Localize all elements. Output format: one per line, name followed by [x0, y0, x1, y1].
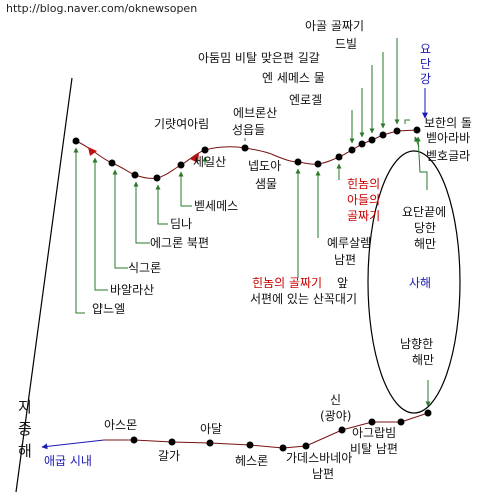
label-seilsan: 세일산 — [193, 155, 226, 169]
dead-sea-outline — [367, 150, 461, 414]
jordan-label-3: 강 — [420, 72, 431, 86]
label-hesron: 헤스론 — [235, 454, 268, 468]
label-neptoa: 넵도아 — [248, 159, 281, 173]
jordan-label-1: 요 — [420, 42, 431, 56]
label-jerusalem-south: 남편 — [334, 253, 356, 267]
label-north-bay-3: 해만 — [414, 237, 436, 251]
label-galga: 갈가 — [158, 449, 180, 463]
label-kadesh-barnea-south: 남편 — [312, 467, 334, 481]
top-boundary-line — [75, 129, 418, 179]
route-point — [314, 160, 322, 168]
route-point — [368, 136, 376, 144]
watermark-text: http://blog.naver.com/oknewsopen — [6, 2, 197, 15]
route-point — [177, 161, 185, 169]
label-ebeuronsan: 에브론산 — [233, 106, 277, 120]
route-point — [294, 158, 302, 166]
route-point — [72, 137, 80, 145]
label-yabneul: 얍느엘 — [92, 302, 125, 316]
label-bet-hogla: 벧호글라 — [426, 149, 470, 163]
route-point — [131, 171, 139, 179]
label-akrabbim: 아그랍빔 — [352, 426, 396, 440]
label-bohan-dol: 보한의 돌 — [424, 116, 472, 130]
route-point — [413, 126, 421, 134]
route-point — [246, 441, 254, 449]
jordan-label-2: 단 — [420, 57, 431, 71]
route-point — [358, 140, 366, 148]
label-akrabbim-slope: 비탈 남편 — [350, 442, 398, 456]
label-hinnom-west-suffix: 앞 — [337, 276, 348, 290]
label-bet-araba: 벧아라바 — [426, 131, 470, 145]
top-route-dots — [72, 126, 421, 182]
egypt-stream-label: 애굽 시내 — [44, 454, 92, 468]
label-betsemes: 벧세메스 — [194, 199, 238, 213]
mediterranean-label-3: 해 — [18, 442, 32, 460]
label-saemmul: 샘물 — [255, 177, 277, 191]
label-sin-wilderness: (광야) — [320, 409, 351, 423]
route-direction-marker — [190, 153, 199, 163]
label-hinnom-west-2: 서편에 있는 산꼭대기 — [250, 292, 357, 306]
route-point — [335, 153, 343, 161]
route-point — [302, 442, 310, 450]
label-hinnom-3: 골짜기 — [347, 209, 380, 223]
label-north-bay-2: 당한 — [414, 221, 436, 235]
route-point — [368, 418, 376, 426]
label-seongeupdeul: 성읍들 — [232, 123, 265, 137]
label-akor: 아골 골짜기 — [305, 19, 364, 33]
route-point — [108, 159, 116, 167]
label-south-bay-1: 남향한 — [400, 337, 433, 351]
route-point — [168, 438, 176, 446]
route-point — [424, 409, 432, 417]
route-direction-marker — [88, 147, 97, 156]
label-sikeuron: 식그론 — [128, 261, 161, 275]
route-point — [279, 444, 287, 452]
label-giryat-yearim: 기럇여아림 — [154, 117, 209, 131]
mediterranean-label-2: 중 — [18, 420, 32, 438]
label-hinnom-1: 힌놈의 — [347, 177, 380, 191]
label-ekreon-bukpyeon: 에그론 북편 — [150, 236, 209, 250]
egypt-stream-arrow — [41, 439, 105, 450]
green-arrows — [73, 38, 431, 407]
label-dimna: 딤나 — [170, 217, 192, 231]
mediterranean-coastline — [15, 77, 73, 493]
label-adummim: 아둠밈 비탈 맞은편 길갈 — [198, 51, 320, 65]
label-hinnom-2: 아들의 — [347, 193, 380, 207]
route-point — [338, 426, 346, 434]
label-kadesh-barnea: 가데스바네아 — [286, 451, 352, 465]
label-south-bay-2: 해만 — [412, 353, 434, 367]
label-asmon: 아스몬 — [104, 418, 137, 432]
label-hinnom-west-red: 힌놈의 골짜기 — [252, 276, 322, 290]
bottom-route-dots — [130, 409, 432, 452]
route-point — [397, 418, 405, 426]
route-point — [241, 144, 249, 152]
label-jerusalem: 예루살렘 — [327, 236, 371, 250]
label-adal: 아달 — [200, 422, 222, 436]
label-rogel: 엔로겔 — [289, 93, 322, 107]
dead-sea-label: 사해 — [409, 276, 431, 290]
route-point — [201, 146, 209, 154]
label-en-semes: 엔 세메스 물 — [262, 71, 325, 85]
label-sin: 신 — [330, 393, 341, 407]
route-point — [379, 131, 387, 139]
label-debir: 드빌 — [335, 37, 357, 51]
label-baalasan: 바알라산 — [110, 283, 154, 297]
route-point — [393, 127, 401, 135]
route-point — [206, 439, 214, 447]
route-point — [153, 174, 161, 182]
mediterranean-label-1: 지 — [18, 398, 32, 416]
route-point — [130, 436, 138, 444]
route-point — [348, 146, 356, 154]
label-north-bay-1: 요단끝에 — [402, 205, 446, 219]
